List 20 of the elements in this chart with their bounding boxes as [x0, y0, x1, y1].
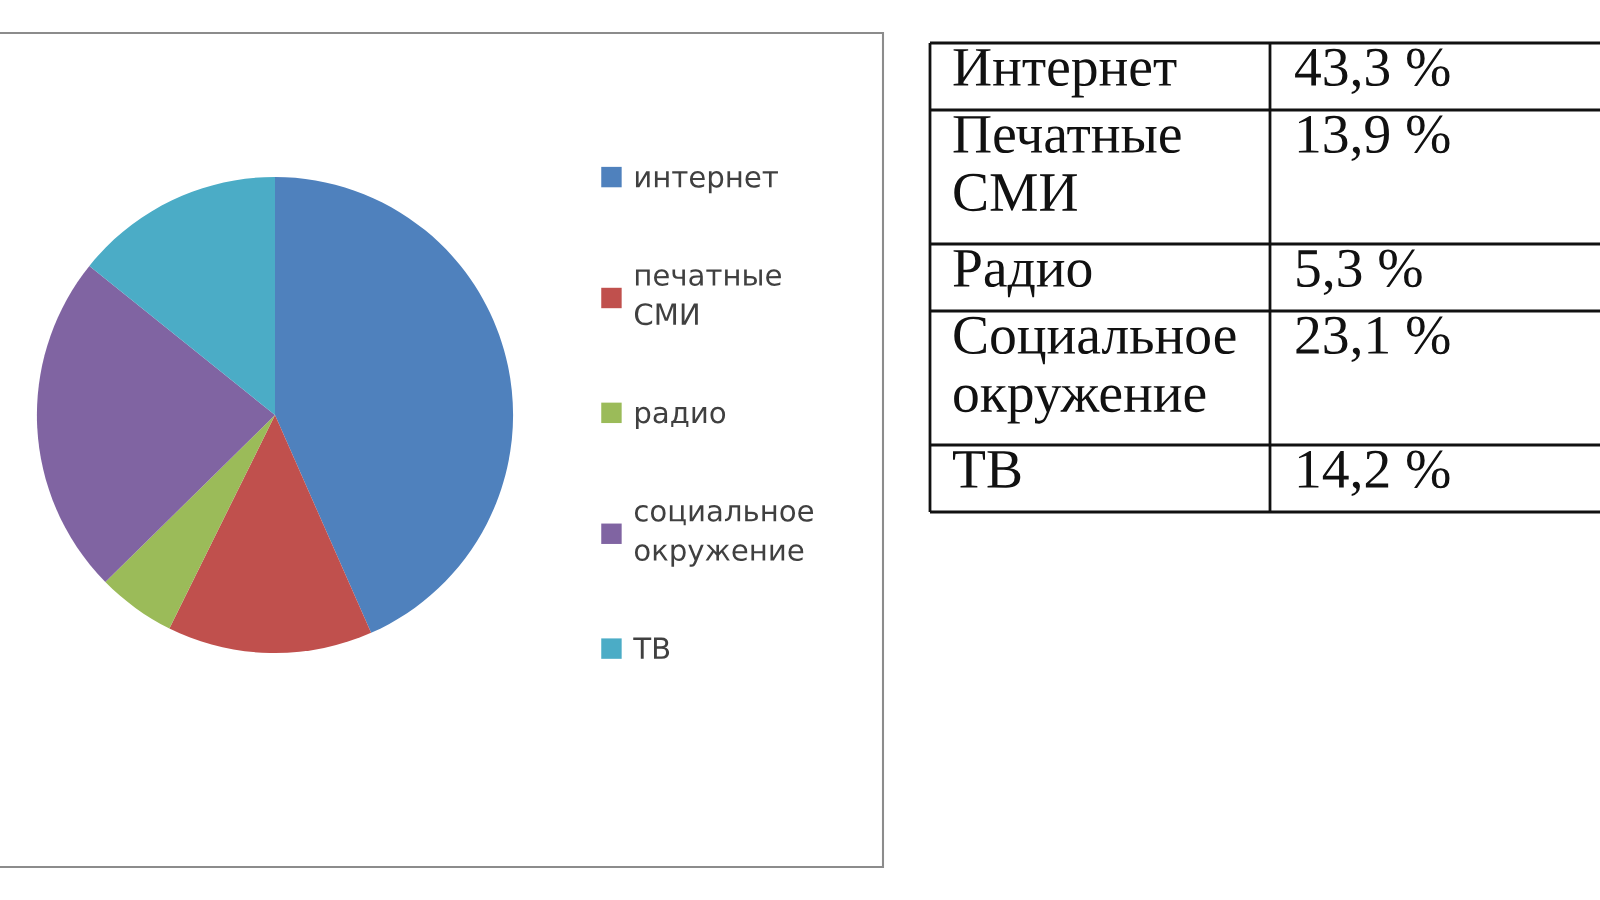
text: 13,9 %: [1298, 115, 1450, 162]
legend-label: интернет: [635, 170, 778, 194]
pie-slice: [89, 176, 275, 415]
pie-slice: [169, 415, 372, 654]
legend-label: социальное окружение: [634, 504, 814, 567]
pie-slice: [36, 265, 275, 583]
text: 14,2 %: [1298, 450, 1450, 497]
text: 23,1 %: [1296, 316, 1450, 363]
text: Печатные СМИ: [953, 116, 1181, 212]
pie-slice: [105, 415, 275, 629]
text: Интернет: [953, 49, 1177, 98]
pie-slice: [275, 176, 514, 633]
legend-label: ТВ: [633, 637, 670, 659]
text: 43,3 %: [1295, 48, 1450, 95]
legend-label: печатные СМИ: [634, 269, 781, 326]
text: 5,3 %: [1297, 249, 1422, 296]
text: ТВ: [953, 451, 1021, 488]
text: Социальное окружение: [954, 316, 1236, 424]
legend-label: радио: [635, 406, 726, 430]
text: Радио: [953, 250, 1092, 298]
